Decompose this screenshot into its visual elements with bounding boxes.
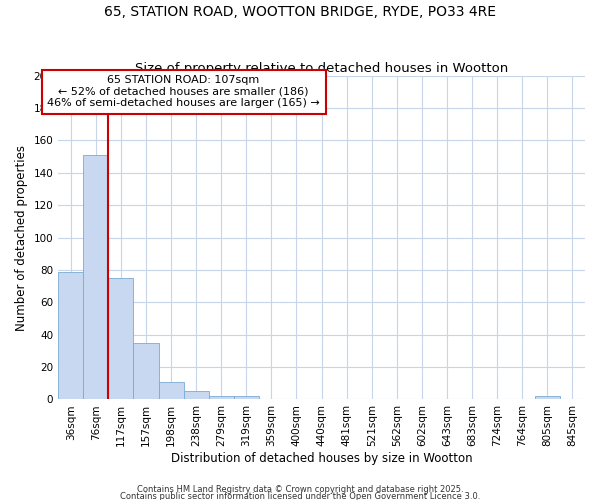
Text: 65, STATION ROAD, WOOTTON BRIDGE, RYDE, PO33 4RE: 65, STATION ROAD, WOOTTON BRIDGE, RYDE, … [104,5,496,19]
X-axis label: Distribution of detached houses by size in Wootton: Distribution of detached houses by size … [171,452,472,465]
Bar [234,396,259,400]
Y-axis label: Number of detached properties: Number of detached properties [15,144,28,330]
Bar [158,382,184,400]
Text: Contains HM Land Registry data © Crown copyright and database right 2025.: Contains HM Land Registry data © Crown c… [137,486,463,494]
Text: 65 STATION ROAD: 107sqm
← 52% of detached houses are smaller (186)
46% of semi-d: 65 STATION ROAD: 107sqm ← 52% of detache… [47,76,320,108]
Bar [184,392,209,400]
Bar [58,272,83,400]
Bar [209,396,234,400]
Bar [535,396,560,400]
Bar [109,278,133,400]
Bar [133,343,158,400]
Text: Contains public sector information licensed under the Open Government Licence 3.: Contains public sector information licen… [120,492,480,500]
Bar [83,155,109,400]
Title: Size of property relative to detached houses in Wootton: Size of property relative to detached ho… [135,62,508,74]
